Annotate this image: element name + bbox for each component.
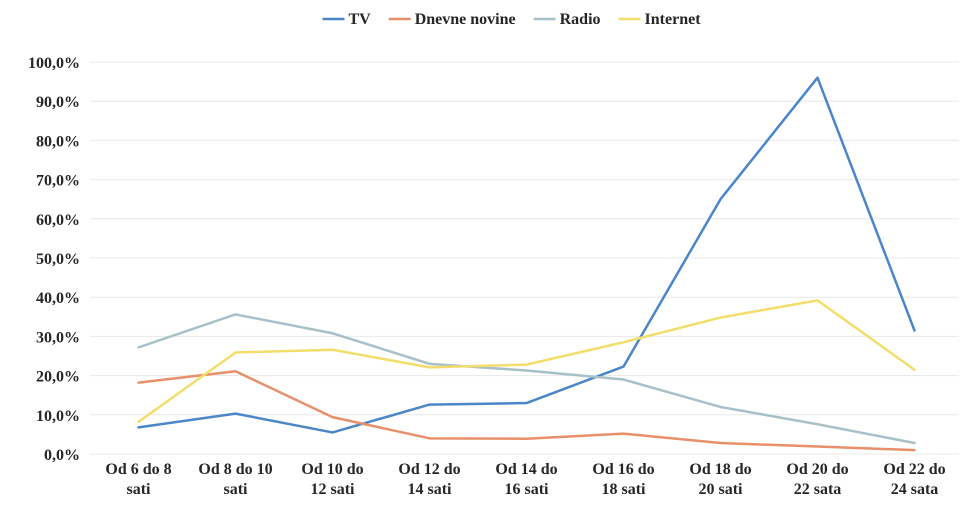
y-tick-label: 10,0%	[36, 408, 80, 425]
series-line-tv	[137, 76, 916, 434]
y-tick-label: 80,0%	[36, 133, 80, 150]
x-tick-label: Od 14 do 16 sati	[495, 461, 557, 498]
y-tick-label: 40,0%	[36, 290, 80, 307]
y-tick-label: 90,0%	[36, 94, 80, 111]
x-tick-label: Od 8 do 10 sati	[198, 461, 272, 498]
x-tick-label: Od 6 do 8 sati	[105, 461, 171, 498]
y-tick-label: 50,0%	[36, 251, 80, 268]
y-axis: 0,0% 10,0% 20,0% 30,0% 40,0% 50,0% 60,0% 70,0% 8…	[28, 55, 80, 464]
plot-area	[137, 76, 916, 452]
y-tick-label: 0,0%	[44, 447, 80, 464]
y-tick-label: 60,0%	[36, 212, 80, 229]
legend: TV Dnevne novine Radio Internet	[322, 11, 701, 28]
gridlines	[90, 61, 959, 455]
series-line-radio	[137, 313, 916, 445]
x-tick-label: Od 12 do 14 sati	[398, 461, 460, 498]
series-line-internet	[137, 299, 916, 424]
legend-label: Radio	[560, 11, 601, 28]
series-line-dnevne-novine	[137, 370, 916, 452]
x-tick-label: Od 16 do 18 sati	[592, 461, 654, 498]
x-tick-label: Od 20 do 22 sata	[786, 461, 848, 498]
legend-label: TV	[348, 11, 371, 28]
x-tick-label: Od 22 do 24 sata	[883, 461, 945, 498]
legend-label: Dnevne novine	[415, 11, 516, 28]
y-tick-label: 20,0%	[36, 369, 80, 386]
x-tick-label: Od 10 do 12 sati	[301, 461, 363, 498]
y-tick-label: 70,0%	[36, 173, 80, 190]
x-axis: Od 6 do 8 sati Od 8 do 10 sati Od 10 do 12 sa…	[105, 461, 945, 498]
legend-label: Internet	[645, 11, 702, 28]
x-tick-label: Od 18 do 20 sati	[689, 461, 751, 498]
y-tick-label: 100,0%	[28, 55, 80, 72]
y-tick-label: 30,0%	[36, 329, 80, 346]
